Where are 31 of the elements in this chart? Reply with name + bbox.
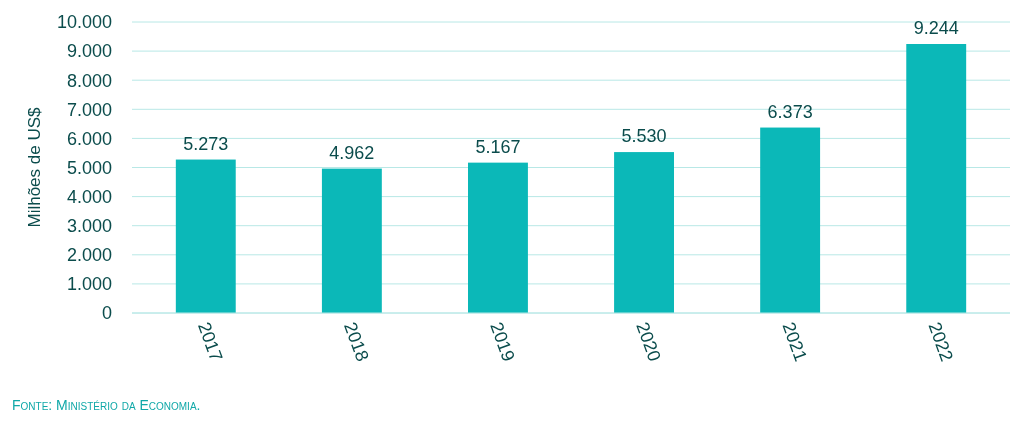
data-label: 5.530 — [621, 126, 667, 147]
y-axis-title: Milhões de US$ — [25, 106, 44, 228]
bar — [760, 127, 821, 313]
y-tick-label: 8.000 — [66, 70, 112, 91]
y-tick-label: 9.000 — [66, 41, 112, 62]
bar — [321, 168, 382, 313]
x-tick-label: 2017 — [194, 319, 227, 364]
y-tick-label: 7.000 — [66, 99, 112, 120]
y-tick-label: 0 — [101, 303, 112, 324]
x-tick-label: 2018 — [340, 319, 373, 364]
data-label: 5.273 — [183, 133, 229, 154]
x-tick-label: 2022 — [924, 319, 957, 364]
bar — [614, 152, 674, 313]
data-label: 5.167 — [475, 136, 521, 157]
x-tick-label: 2020 — [632, 319, 665, 364]
y-tick-label: 2.000 — [66, 245, 112, 266]
x-tick-label: 2021 — [778, 319, 811, 364]
data-label: 6.373 — [767, 101, 813, 122]
bar — [175, 159, 236, 313]
y-tick-label: 10.000 — [56, 12, 112, 33]
y-tick-label: 1.000 — [66, 274, 112, 295]
data-label: 9.244 — [913, 18, 959, 38]
y-tick-label: 5.000 — [66, 157, 112, 178]
data-label: 4.962 — [329, 142, 375, 163]
y-tick-label: 3.000 — [66, 216, 112, 236]
x-tick-label: 2019 — [486, 319, 519, 364]
bar — [906, 44, 967, 313]
bar — [468, 162, 528, 313]
y-tick-label: 6.000 — [66, 128, 112, 149]
source-note: Fonte: Ministério da Economia. — [12, 397, 201, 413]
y-tick-label: 4.000 — [66, 186, 112, 207]
